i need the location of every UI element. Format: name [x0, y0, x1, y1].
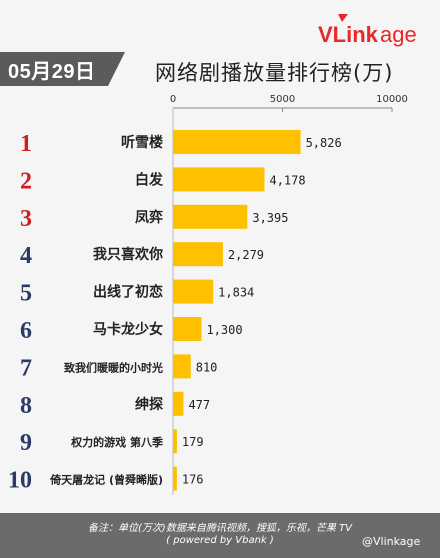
category-label: 听雪楼 — [121, 134, 163, 151]
value-label: 5,826 — [306, 136, 342, 150]
bar — [173, 317, 202, 341]
value-label: 179 — [182, 435, 204, 449]
value-label: 176 — [182, 473, 204, 487]
category-label: 我只喜欢你 — [93, 246, 163, 263]
value-label: 2,279 — [228, 248, 264, 262]
svg-text:age: age — [380, 22, 417, 47]
category-label: 凤弈 — [135, 209, 163, 226]
rank-number: 4 — [20, 243, 32, 269]
footer-powered: ( powered by Vbank ) — [166, 535, 274, 546]
bar — [173, 279, 214, 304]
bar — [173, 466, 177, 491]
rank-number: 1 — [20, 131, 32, 157]
weibo-watermark: @Vlinkage — [362, 535, 421, 548]
footer-bar — [0, 513, 440, 558]
category-label: 致我们暖暖的小时光 — [64, 360, 163, 374]
rank-number: 7 — [20, 355, 32, 381]
x-tick-label: 0 — [170, 94, 176, 105]
bar — [173, 391, 184, 416]
rank-number: 5 — [20, 281, 32, 307]
value-label: 810 — [196, 360, 218, 374]
x-tick-label: 10000 — [376, 94, 408, 105]
category-label: 倚天屠龙记 (曾舜晞版) — [49, 473, 163, 487]
page-title: 网络剧播放量排行榜(万) — [155, 61, 394, 85]
bar — [173, 354, 191, 379]
value-label: 3,395 — [252, 211, 288, 225]
bar — [173, 242, 223, 267]
rank-number: 2 — [20, 168, 32, 194]
rank-number: 10 — [8, 468, 32, 494]
vlinkage-logo: VLink age — [318, 14, 417, 47]
footer-note: 备注：单位(万次)数据来自腾讯视频，搜狐，乐视，芒果 TV — [88, 523, 352, 534]
svg-text:VLink: VLink — [318, 22, 379, 47]
bar — [173, 204, 248, 229]
value-label: 1,300 — [206, 323, 242, 337]
date-label: 05月29日 — [8, 61, 96, 83]
value-label: 477 — [188, 398, 210, 412]
bar-chart: 0 5000 10000 1 听雪楼 5,826 2 白发 4,178 3 凤弈 3,395 4 我只喜欢… — [8, 94, 408, 495]
rank-number: 9 — [20, 430, 32, 456]
bar — [173, 130, 301, 154]
category-label: 绅探 — [135, 396, 163, 413]
rank-number: 6 — [20, 318, 32, 344]
date-badge — [0, 52, 125, 86]
category-label: 权力的游戏 第八季 — [70, 435, 164, 449]
value-label: 4,178 — [269, 173, 305, 187]
value-label: 1,834 — [218, 286, 254, 300]
bar — [173, 429, 177, 454]
rank-number: 8 — [20, 393, 32, 419]
x-tick-label: 5000 — [270, 94, 295, 105]
rank-number: 3 — [20, 206, 32, 232]
category-label: 白发 — [135, 171, 164, 188]
bar — [173, 167, 265, 192]
category-label: 马卡龙少女 — [93, 321, 163, 338]
category-label: 出线了初恋 — [93, 284, 163, 301]
